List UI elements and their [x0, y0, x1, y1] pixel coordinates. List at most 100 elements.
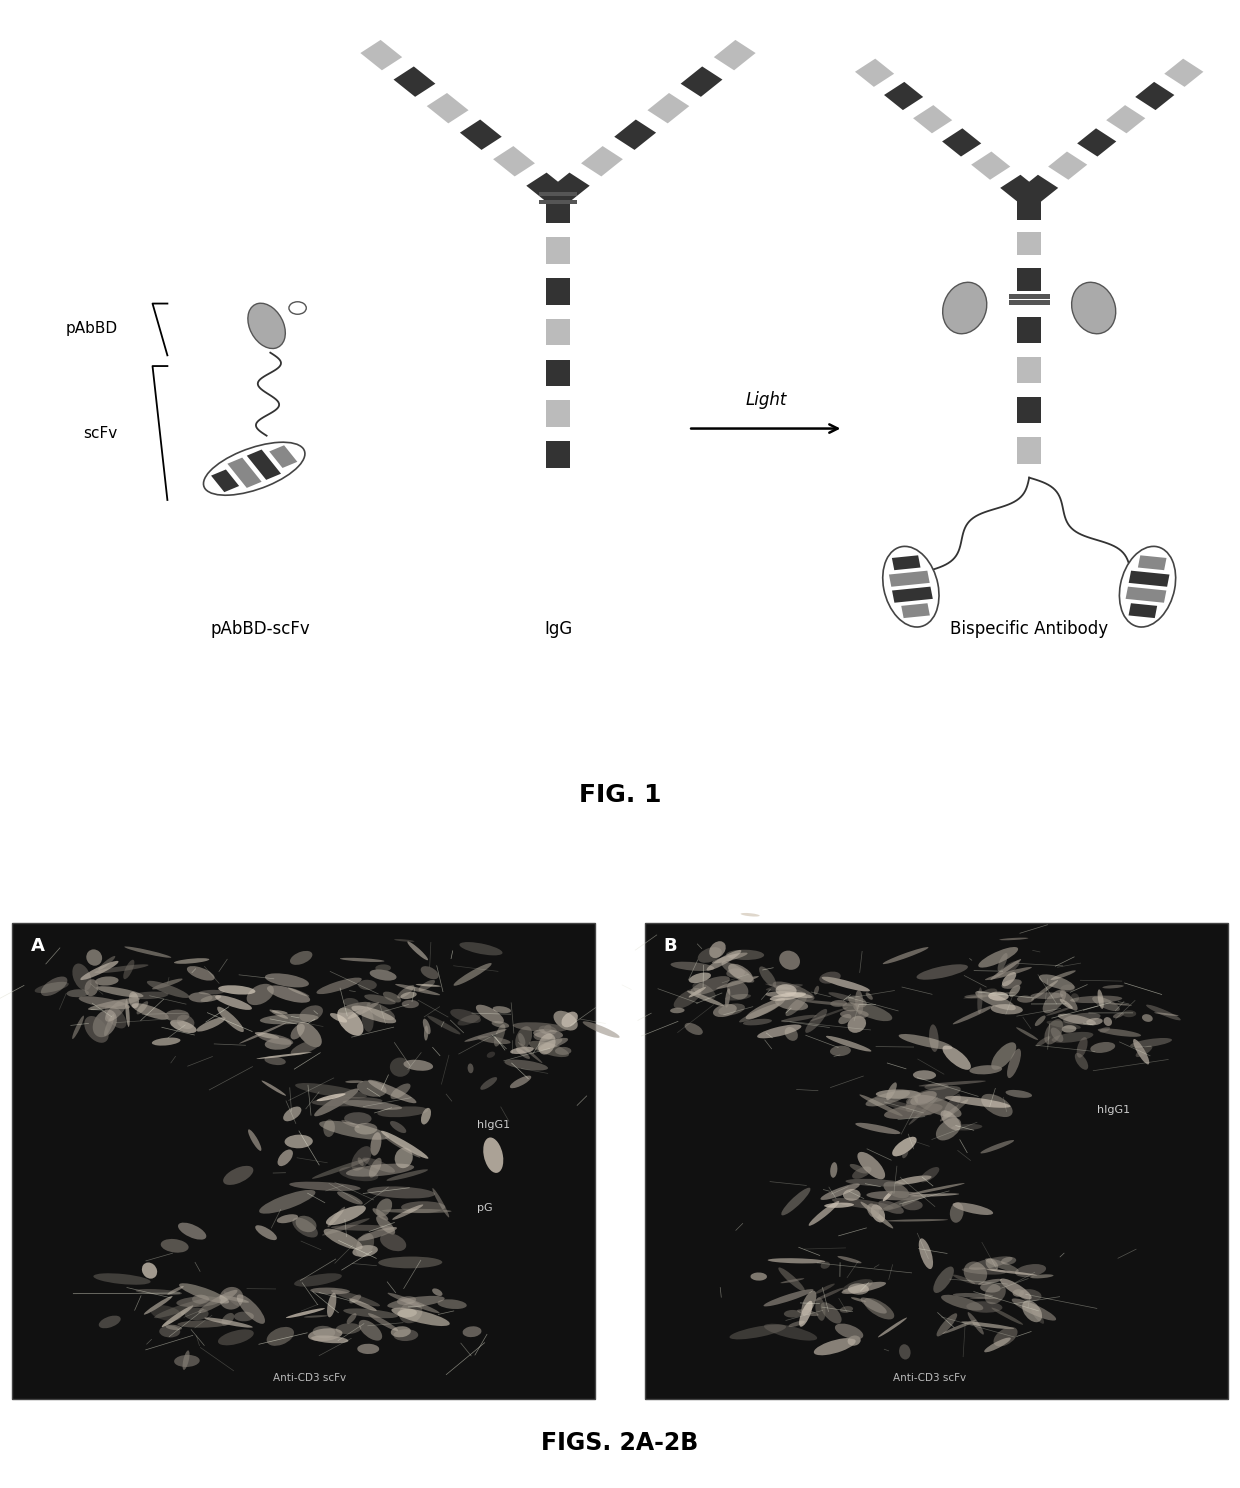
Ellipse shape: [258, 1033, 294, 1045]
Ellipse shape: [41, 976, 67, 995]
Ellipse shape: [950, 1202, 963, 1223]
Ellipse shape: [378, 1256, 443, 1268]
Ellipse shape: [1052, 1031, 1094, 1043]
Ellipse shape: [311, 1335, 348, 1344]
Ellipse shape: [179, 1283, 229, 1303]
Ellipse shape: [460, 942, 502, 955]
Ellipse shape: [283, 1107, 301, 1122]
Ellipse shape: [851, 1298, 867, 1302]
Ellipse shape: [925, 1083, 949, 1091]
Ellipse shape: [259, 1190, 315, 1214]
Ellipse shape: [198, 1290, 238, 1312]
Ellipse shape: [1146, 1004, 1180, 1021]
Ellipse shape: [920, 1167, 940, 1183]
Ellipse shape: [808, 1201, 839, 1226]
Ellipse shape: [1102, 985, 1123, 988]
Ellipse shape: [239, 1022, 286, 1043]
Ellipse shape: [312, 1326, 335, 1338]
Ellipse shape: [998, 952, 1008, 972]
Ellipse shape: [709, 942, 725, 958]
Ellipse shape: [67, 990, 89, 997]
Ellipse shape: [477, 1036, 511, 1045]
Ellipse shape: [799, 1301, 812, 1327]
Ellipse shape: [331, 1290, 379, 1306]
Ellipse shape: [339, 1167, 378, 1181]
Polygon shape: [1126, 586, 1167, 603]
Ellipse shape: [883, 1190, 893, 1201]
Ellipse shape: [539, 1039, 563, 1051]
Ellipse shape: [864, 1298, 894, 1320]
Ellipse shape: [203, 442, 305, 496]
Ellipse shape: [1154, 1012, 1179, 1016]
Ellipse shape: [1060, 991, 1078, 1010]
Ellipse shape: [712, 952, 748, 963]
Ellipse shape: [382, 1208, 451, 1213]
Ellipse shape: [562, 1012, 578, 1027]
Ellipse shape: [257, 1052, 311, 1059]
Ellipse shape: [750, 1272, 768, 1281]
Ellipse shape: [347, 1314, 357, 1324]
Ellipse shape: [388, 1293, 440, 1314]
Ellipse shape: [765, 991, 797, 997]
Ellipse shape: [192, 1295, 210, 1303]
Ellipse shape: [985, 967, 1032, 981]
Ellipse shape: [340, 958, 384, 961]
Bar: [645, 923, 1228, 1399]
Ellipse shape: [556, 1048, 572, 1055]
Ellipse shape: [942, 1046, 971, 1070]
Ellipse shape: [684, 1022, 703, 1036]
Ellipse shape: [293, 1217, 317, 1238]
Ellipse shape: [159, 1326, 180, 1338]
Ellipse shape: [350, 1295, 361, 1303]
Ellipse shape: [371, 1132, 382, 1156]
Ellipse shape: [725, 994, 751, 1000]
Ellipse shape: [884, 1103, 942, 1119]
Ellipse shape: [952, 1293, 993, 1298]
Ellipse shape: [740, 914, 760, 917]
Ellipse shape: [698, 948, 722, 963]
Ellipse shape: [936, 1314, 957, 1336]
Ellipse shape: [352, 1245, 378, 1257]
Polygon shape: [681, 67, 723, 97]
Polygon shape: [892, 555, 920, 570]
Ellipse shape: [290, 1040, 321, 1055]
Polygon shape: [546, 318, 570, 345]
Polygon shape: [1017, 317, 1042, 344]
Polygon shape: [714, 40, 755, 70]
Ellipse shape: [296, 1022, 322, 1048]
Ellipse shape: [1063, 1013, 1101, 1024]
Ellipse shape: [428, 1016, 460, 1034]
Ellipse shape: [304, 1315, 327, 1318]
Ellipse shape: [910, 1193, 960, 1196]
Ellipse shape: [832, 1198, 894, 1210]
Ellipse shape: [799, 1000, 856, 1006]
Ellipse shape: [357, 1158, 363, 1167]
Ellipse shape: [316, 978, 362, 994]
Ellipse shape: [1076, 1037, 1087, 1058]
Polygon shape: [1128, 603, 1157, 618]
Text: Anti-CD3 scFv: Anti-CD3 scFv: [274, 1373, 346, 1382]
Ellipse shape: [403, 1059, 433, 1071]
Ellipse shape: [185, 1308, 208, 1320]
Ellipse shape: [370, 1158, 382, 1177]
Ellipse shape: [1058, 1013, 1096, 1025]
Ellipse shape: [533, 1031, 553, 1042]
Ellipse shape: [420, 966, 439, 979]
Ellipse shape: [945, 1097, 1011, 1107]
Ellipse shape: [345, 1112, 372, 1125]
Ellipse shape: [785, 995, 807, 1016]
Ellipse shape: [816, 1298, 826, 1321]
Ellipse shape: [419, 981, 435, 991]
Ellipse shape: [135, 1289, 182, 1295]
Polygon shape: [427, 92, 469, 124]
Ellipse shape: [538, 1025, 557, 1034]
Ellipse shape: [775, 984, 796, 997]
Ellipse shape: [370, 969, 397, 981]
Ellipse shape: [1120, 546, 1176, 626]
Bar: [12, 923, 595, 1399]
Ellipse shape: [1114, 1012, 1123, 1018]
Ellipse shape: [141, 1262, 157, 1278]
Ellipse shape: [392, 1308, 450, 1326]
Ellipse shape: [739, 1003, 780, 1022]
Ellipse shape: [1047, 1006, 1073, 1016]
